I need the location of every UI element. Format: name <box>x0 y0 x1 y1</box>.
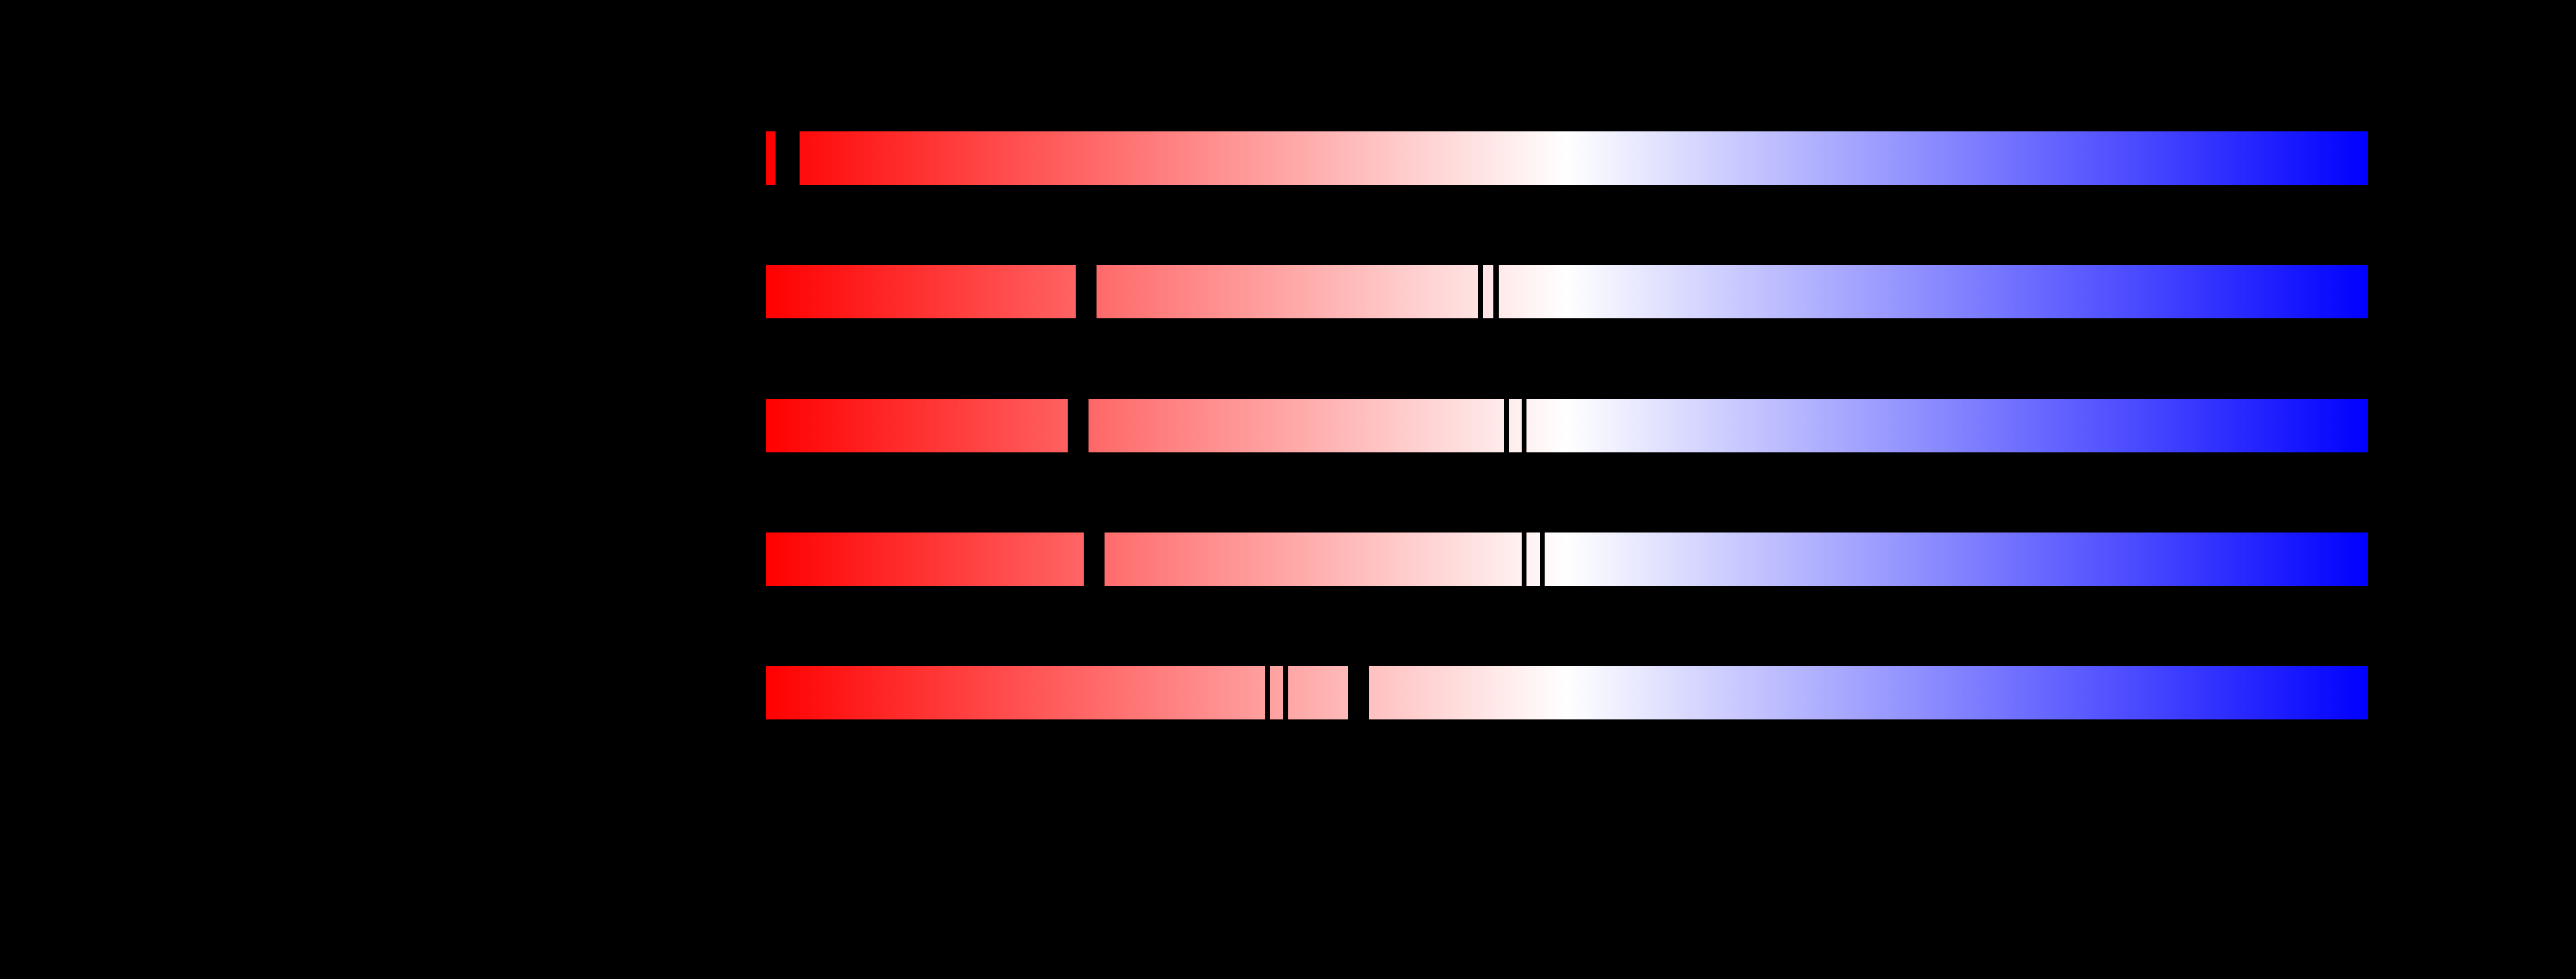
marker-line-wide <box>1083 532 1105 586</box>
gradient-strip-row <box>765 398 2368 453</box>
marker-line-wide <box>1348 665 1369 720</box>
gradient-strip-row <box>765 131 2368 185</box>
marker-line-thin <box>1522 532 1527 586</box>
marker-line-wide <box>775 131 800 185</box>
marker-line-wide <box>1075 265 1097 319</box>
marker-line-thin <box>1477 265 1483 319</box>
gradient-strip-row <box>765 532 2368 586</box>
marker-line-thin <box>1283 665 1289 720</box>
marker-line-thin <box>1265 665 1271 720</box>
marker-line-thin <box>1493 265 1499 319</box>
marker-line-thin <box>1504 398 1509 453</box>
marker-line-thin <box>1522 398 1527 453</box>
gradient-strip-row <box>765 265 2368 319</box>
marker-line-thin <box>1539 532 1545 586</box>
gradient-strip-row <box>765 665 2368 720</box>
marker-line-wide <box>1067 398 1089 453</box>
